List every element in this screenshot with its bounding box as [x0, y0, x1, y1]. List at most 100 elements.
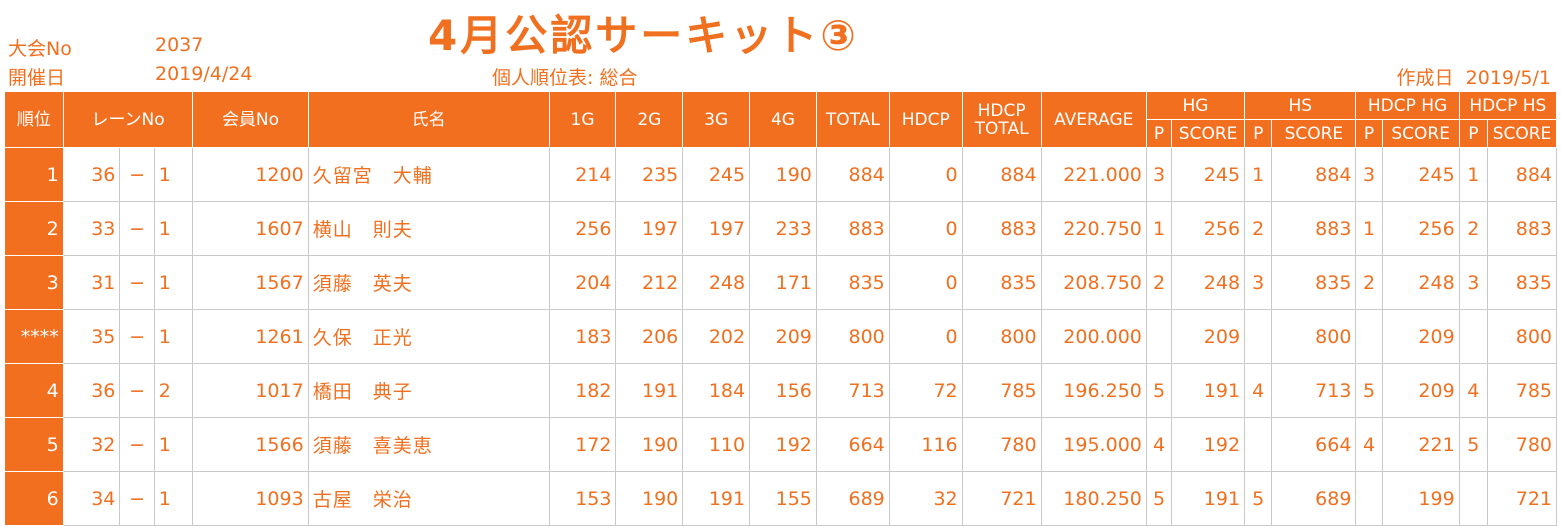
cell-member-no: 1566	[192, 417, 309, 472]
cell-game-4: 155	[749, 471, 817, 526]
cell-total: 883	[815, 201, 890, 256]
created-date-value: 2019/5/1	[1465, 67, 1551, 89]
cell-hs-p	[1244, 417, 1273, 472]
cell-game-1: 256	[548, 201, 617, 256]
cell-hs-score: 713	[1271, 363, 1357, 418]
cell-member-no: 1200	[192, 147, 309, 202]
col-hdcp-hg-p: P	[1355, 119, 1383, 148]
cell-hdcp-hs-score: 785	[1487, 363, 1557, 418]
cell-lane-b: 1	[153, 201, 194, 256]
cell-hs-score: 689	[1271, 471, 1357, 526]
cell-lane-dash: −	[119, 255, 155, 310]
cell-hg-p: 5	[1145, 363, 1173, 418]
cell-hs-p: 3	[1244, 255, 1273, 310]
cell-total: 835	[815, 255, 890, 310]
table-row: 1 36 − 1 1200 久留宮 大輔 214 235 245 190 884…	[4, 147, 1557, 202]
cell-name: 古屋 栄治	[307, 471, 550, 526]
cell-game-3: 110	[682, 417, 751, 472]
col-hdcp-total-line2: TOTAL	[974, 118, 1029, 139]
cell-hg-score: 245	[1171, 147, 1246, 202]
cell-member-no: 1017	[192, 363, 309, 418]
event-date-label: 開催日	[8, 67, 66, 89]
cell-hg-p: 5	[1145, 471, 1173, 526]
cell-hdcp-hg-score: 245	[1381, 147, 1460, 202]
cell-hs-score: 884	[1271, 147, 1357, 202]
cell-lane-b: 1	[153, 309, 194, 364]
cell-hs-p: 5	[1244, 471, 1273, 526]
cell-hdcp-hg-score: 209	[1381, 363, 1460, 418]
cell-game-3: 184	[682, 363, 751, 418]
event-date-value: 2019/4/24	[155, 63, 253, 85]
cell-game-3: 248	[682, 255, 751, 310]
col-game-3: 3G	[682, 91, 751, 148]
cell-average: 220.750	[1040, 201, 1147, 256]
cell-hdcp-hs-p: 4	[1458, 363, 1489, 418]
cell-hdcp-total: 721	[961, 471, 1042, 526]
col-hg: HG	[1145, 91, 1246, 120]
cell-lane-dash: −	[119, 147, 155, 202]
cell-hdcp-hs-p	[1458, 309, 1489, 364]
cell-lane-dash: −	[119, 201, 155, 256]
col-hs-p: P	[1244, 119, 1273, 148]
cell-hdcp-hg-p: 5	[1355, 363, 1383, 418]
cell-game-3: 245	[682, 147, 751, 202]
cell-hs-score: 800	[1271, 309, 1357, 364]
cell-member-no: 1261	[192, 309, 309, 364]
col-hg-p: P	[1145, 119, 1173, 148]
cell-game-2: 197	[615, 201, 684, 256]
col-average: AVERAGE	[1040, 91, 1147, 148]
col-hdcp: HDCP	[888, 91, 963, 148]
cell-hdcp-hs-p: 2	[1458, 201, 1489, 256]
cell-lane-a: 32	[62, 417, 121, 472]
cell-game-1: 172	[548, 417, 617, 472]
cell-rank: 3	[4, 255, 64, 310]
cell-rank: 5	[4, 417, 64, 472]
cell-game-2: 206	[615, 309, 684, 364]
cell-hg-p: 4	[1145, 417, 1173, 472]
cell-game-2: 190	[615, 471, 684, 526]
cell-member-no: 1567	[192, 255, 309, 310]
cell-hdcp-hs-p: 3	[1458, 255, 1489, 310]
cell-hs-p	[1244, 309, 1273, 364]
cell-game-4: 192	[749, 417, 817, 472]
cell-hg-score: 191	[1171, 471, 1246, 526]
tournament-no-label: 大会No	[8, 38, 72, 60]
cell-lane-b: 1	[153, 147, 194, 202]
cell-total: 884	[815, 147, 890, 202]
cell-hg-p: 2	[1145, 255, 1173, 310]
col-hs: HS	[1244, 91, 1357, 120]
cell-hdcp-total: 785	[961, 363, 1042, 418]
created-date-label: 作成日	[1396, 67, 1454, 89]
cell-hg-p	[1145, 309, 1173, 364]
cell-game-2: 235	[615, 147, 684, 202]
cell-hs-p: 1	[1244, 147, 1273, 202]
cell-total: 800	[815, 309, 890, 364]
cell-lane-a: 36	[62, 363, 121, 418]
cell-rank: 1	[4, 147, 64, 202]
cell-average: 200.000	[1040, 309, 1147, 364]
cell-hdcp: 0	[888, 201, 963, 256]
cell-lane-a: 34	[62, 471, 121, 526]
col-hg-score: SCORE	[1171, 119, 1246, 148]
cell-game-4: 233	[749, 201, 817, 256]
ranking-table: 順位 レーンNo 会員No 氏名 1G 2G 3G 4G TOTAL HDCP …	[4, 91, 1558, 526]
cell-game-3: 197	[682, 201, 751, 256]
cell-hdcp-hs-score: 800	[1487, 309, 1557, 364]
cell-hs-score: 835	[1271, 255, 1357, 310]
cell-lane-dash: −	[119, 309, 155, 364]
col-hdcp-total: HDCP TOTAL	[961, 91, 1042, 148]
cell-hdcp-hg-score: 199	[1381, 471, 1460, 526]
cell-hg-score: 248	[1171, 255, 1246, 310]
cell-game-4: 171	[749, 255, 817, 310]
cell-hg-score: 191	[1171, 363, 1246, 418]
cell-hg-score: 209	[1171, 309, 1246, 364]
cell-hdcp-hs-score: 835	[1487, 255, 1557, 310]
cell-hs-score: 664	[1271, 417, 1357, 472]
cell-member-no: 1607	[192, 201, 309, 256]
cell-hdcp-hs-score: 884	[1487, 147, 1557, 202]
cell-hdcp-hg-p: 4	[1355, 417, 1383, 472]
cell-game-4: 156	[749, 363, 817, 418]
cell-lane-a: 33	[62, 201, 121, 256]
cell-hdcp-total: 883	[961, 201, 1042, 256]
cell-lane-dash: −	[119, 417, 155, 472]
